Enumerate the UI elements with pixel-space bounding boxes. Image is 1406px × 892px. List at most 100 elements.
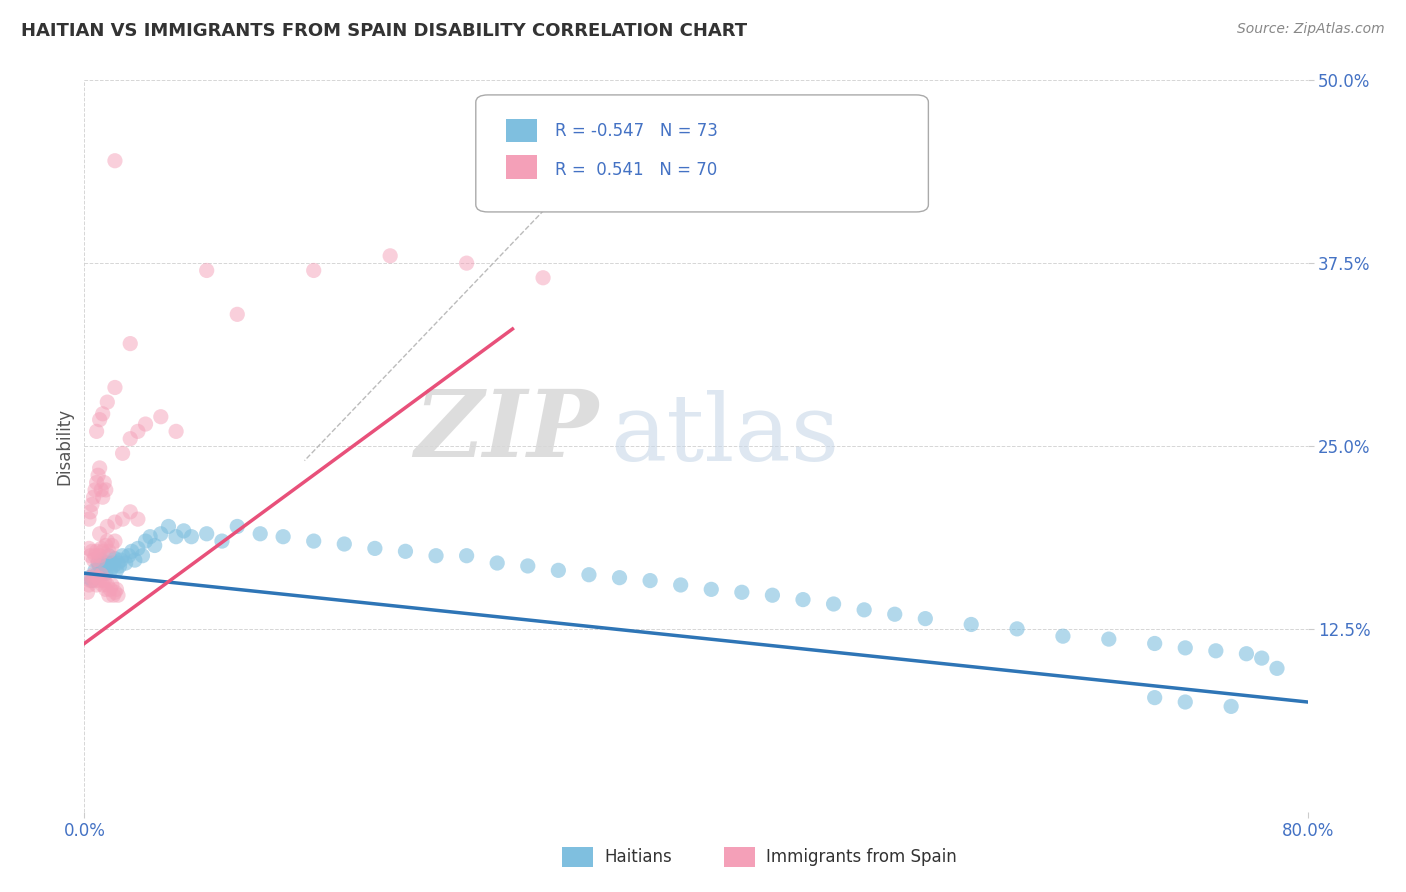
Point: [84, 563, 107, 577]
Point: [149, 526, 172, 541]
Point: [89, 558, 111, 573]
Point: [120, 505, 142, 519]
Point: [1250, 651, 1272, 665]
Point: [89, 526, 111, 541]
Point: [165, 530, 187, 544]
Point: [124, 553, 146, 567]
Point: [700, 582, 723, 597]
Point: [823, 597, 845, 611]
Point: [792, 592, 814, 607]
Point: [127, 541, 149, 556]
Point: [669, 578, 692, 592]
Point: [127, 512, 149, 526]
Text: HAITIAN VS IMMIGRANTS FROM SPAIN DISABILITY CORRELATION CHART: HAITIAN VS IMMIGRANTS FROM SPAIN DISABIL…: [21, 22, 747, 40]
Point: [97, 588, 120, 602]
Text: R = -0.547   N = 73: R = -0.547 N = 73: [555, 122, 718, 140]
Point: [883, 607, 905, 622]
Point: [638, 574, 661, 588]
FancyBboxPatch shape: [506, 155, 537, 179]
Point: [87, 553, 110, 567]
Point: [93, 558, 115, 573]
Point: [107, 556, 129, 570]
Text: Haitians: Haitians: [605, 848, 672, 866]
Point: [1236, 647, 1258, 661]
Point: [93, 574, 115, 588]
Point: [111, 446, 134, 460]
Point: [425, 549, 447, 563]
Point: [94, 483, 117, 497]
Point: [486, 556, 509, 570]
Point: [226, 307, 249, 321]
Point: [86, 578, 108, 592]
Point: [547, 563, 569, 577]
Point: [960, 617, 983, 632]
Point: [139, 530, 162, 544]
Point: [118, 549, 141, 563]
Text: ZIP: ZIP: [413, 386, 598, 476]
Point: [77, 578, 100, 592]
Point: [91, 407, 114, 421]
Point: [120, 432, 142, 446]
Point: [195, 526, 218, 541]
Point: [271, 530, 294, 544]
Point: [98, 582, 121, 597]
Point: [135, 534, 157, 549]
Point: [83, 567, 105, 582]
Point: [87, 571, 110, 585]
Point: [103, 558, 125, 573]
Point: [94, 582, 117, 597]
Point: [108, 558, 131, 573]
Point: [135, 417, 157, 431]
Y-axis label: Disability: Disability: [55, 408, 73, 484]
Point: [1174, 695, 1197, 709]
Point: [103, 588, 125, 602]
Point: [104, 551, 127, 566]
Point: [761, 588, 783, 602]
Point: [84, 549, 107, 563]
Point: [84, 574, 107, 588]
Point: [96, 395, 118, 409]
Point: [89, 574, 111, 588]
Point: [91, 544, 114, 558]
Point: [1005, 622, 1028, 636]
Point: [1174, 640, 1197, 655]
Text: atlas: atlas: [610, 390, 839, 480]
Point: [97, 549, 120, 563]
Point: [180, 530, 202, 544]
Point: [211, 534, 233, 549]
Point: [89, 461, 111, 475]
Point: [104, 153, 127, 168]
Text: R =  0.541   N = 70: R = 0.541 N = 70: [555, 161, 717, 178]
Point: [249, 526, 271, 541]
Point: [531, 270, 554, 285]
Point: [157, 519, 180, 533]
Point: [1098, 632, 1121, 646]
Point: [105, 582, 128, 597]
Point: [302, 263, 325, 277]
Point: [94, 566, 117, 581]
Point: [89, 412, 111, 426]
Point: [80, 571, 103, 585]
Point: [104, 515, 127, 529]
Point: [195, 263, 218, 277]
Point: [121, 544, 143, 558]
Point: [86, 475, 108, 490]
Point: [914, 612, 936, 626]
Point: [1143, 690, 1166, 705]
Point: [853, 603, 876, 617]
Point: [90, 567, 112, 582]
Point: [120, 336, 142, 351]
Point: [86, 567, 108, 582]
Point: [1052, 629, 1074, 643]
Point: [131, 549, 153, 563]
Point: [1220, 699, 1243, 714]
Point: [105, 563, 128, 577]
Point: [96, 556, 118, 570]
Point: [101, 539, 124, 553]
Point: [101, 556, 124, 570]
Point: [609, 571, 631, 585]
Point: [104, 534, 127, 549]
Point: [87, 468, 110, 483]
Point: [79, 574, 101, 588]
Point: [79, 549, 101, 563]
